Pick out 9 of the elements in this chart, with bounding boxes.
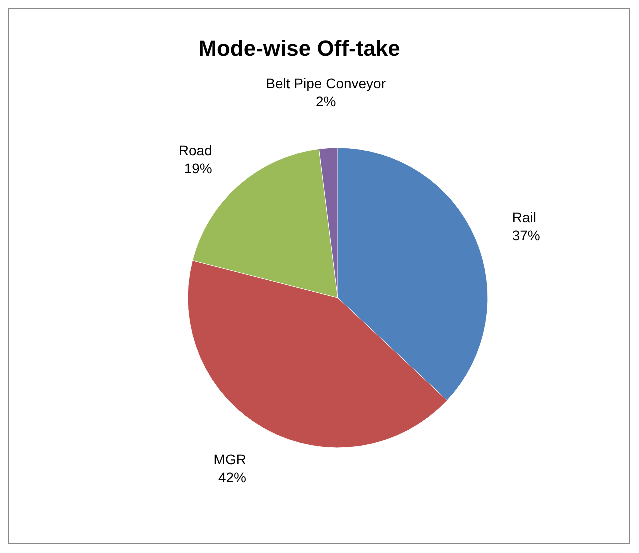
data-label: 19% <box>184 160 212 176</box>
slice-label: Belt Pipe Conveyor <box>266 75 386 92</box>
slice-label: Road <box>178 142 212 158</box>
chart-title: Mode-wise Off-take <box>198 36 400 61</box>
slice-label: Rail <box>512 210 536 226</box>
data-label: 2% <box>316 93 336 110</box>
data-label: 37% <box>512 228 540 244</box>
data-label: 42% <box>218 470 246 486</box>
slice-label: MGR <box>214 452 246 468</box>
